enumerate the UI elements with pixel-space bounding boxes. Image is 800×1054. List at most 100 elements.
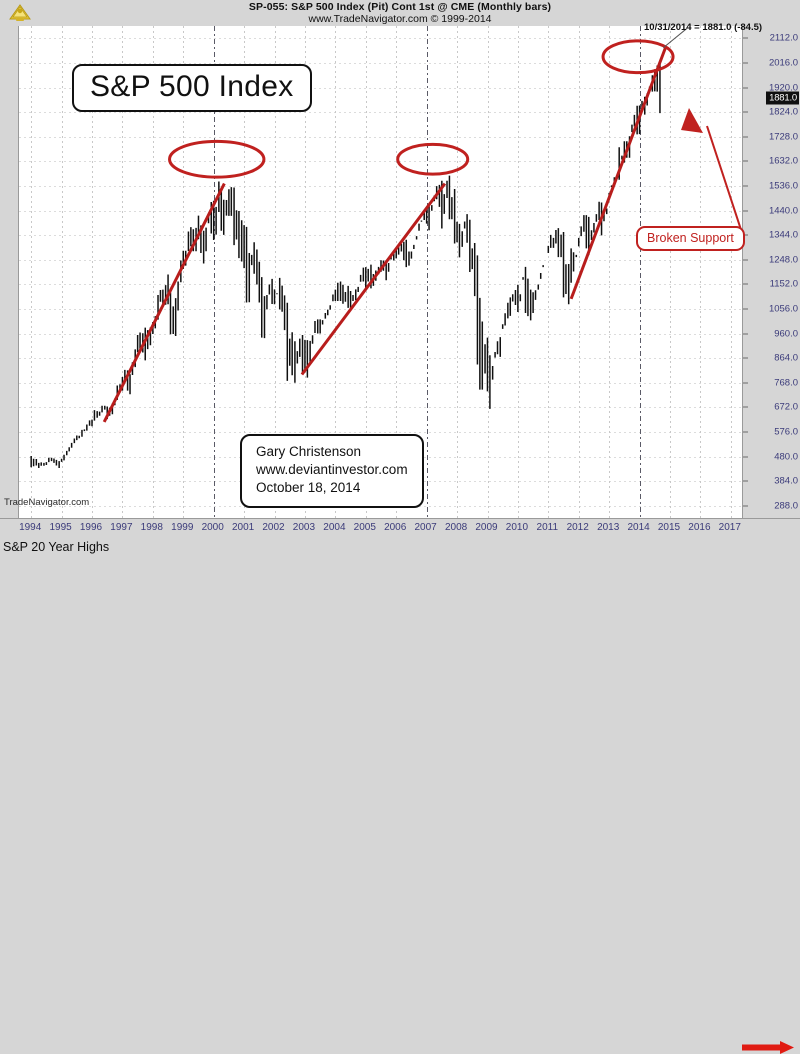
price-tick-mark: [743, 357, 748, 359]
price-tick-label: 384.0: [774, 475, 798, 487]
price-tick-mark: [743, 431, 748, 433]
credit-box: Gary Christenson www.deviantinvestor.com…: [240, 434, 424, 508]
price-tick-label: 864.0: [774, 352, 798, 364]
date-tick-label: 1998: [140, 522, 163, 533]
date-tick-label: 2017: [718, 522, 741, 533]
price-tick-label: 1152.0: [769, 278, 798, 290]
price-tick-label: 1824.0: [768, 106, 798, 118]
date-tick-label: 1994: [19, 522, 42, 533]
horizontal-gridline: [19, 407, 743, 409]
date-tick-label: 2006: [384, 522, 407, 533]
price-tick-label: 672.0: [774, 401, 798, 413]
sextant-logo-icon: [6, 2, 34, 24]
vertical-gridline: [487, 26, 489, 518]
price-tick-mark: [743, 456, 748, 457]
price-tick-mark: [743, 185, 748, 187]
horizontal-gridline: [19, 38, 743, 40]
date-tick-label: 2014: [627, 522, 650, 533]
watermark: TradeNavigator.com: [4, 497, 90, 508]
date-axis[interactable]: 1994 1995 1996 1997 1998 1999 2000 2001 2002 2003…: [0, 518, 800, 1054]
date-tick-label: 2005: [353, 522, 376, 533]
date-tick-label: 2009: [475, 522, 498, 533]
vertical-gridline: [670, 26, 671, 518]
credit-date: October 18, 2014: [256, 480, 361, 496]
price-tick-mark: [743, 62, 748, 64]
date-tick-label: 2000: [201, 522, 224, 533]
header-subtitle: www.TradeNavigator.com © 1999-2014: [308, 13, 492, 25]
date-tick-label: 1995: [49, 522, 72, 533]
date-tick-label: 2004: [323, 522, 346, 533]
date-tick-label: 2001: [231, 522, 255, 533]
price-tick-label: 768.0: [774, 377, 798, 389]
price-tick-mark: [743, 505, 748, 507]
price-tick-label: 1728.0: [768, 131, 798, 143]
horizontal-gridline: [19, 112, 743, 114]
chart-header: SP-055: S&P 500 Index (Pit) Cont 1st @ C…: [0, 0, 800, 26]
date-tick-label: 2003: [292, 522, 316, 533]
price-tick-label: 480.0: [774, 451, 798, 462]
date-tick-label: 2011: [536, 522, 559, 533]
horizontal-gridline: [19, 259, 743, 261]
horizontal-gridline: [19, 161, 743, 163]
broken-support-label: Broken Support: [636, 226, 745, 251]
price-tick-label: 1440.0: [768, 205, 798, 216]
price-tick-label: 1344.0: [768, 229, 798, 241]
vertical-gridline: [548, 26, 550, 518]
date-tick-label: 1997: [110, 522, 133, 533]
vertical-gridline-major: [639, 26, 641, 518]
price-tick-mark: [743, 283, 748, 285]
price-tick-label: 960.0: [774, 328, 798, 339]
vertical-gridline: [457, 26, 459, 518]
price-tick-mark: [743, 136, 748, 138]
price-tick-mark: [743, 111, 748, 113]
broken-support-arrow-icon: [706, 125, 743, 240]
price-tick-label: 1536.0: [768, 180, 798, 192]
date-tick-label: 2013: [597, 522, 620, 533]
footer-label: S&P 20 Year Highs: [3, 540, 110, 554]
forward-arrow-icon: [742, 1041, 794, 1054]
price-tick-label: 1920.0: [768, 82, 798, 93]
chart-title-box: S&P 500 Index: [72, 64, 312, 112]
price-tick-label: 288.0: [774, 500, 798, 512]
price-tick-mark: [743, 210, 748, 211]
vertical-gridline: [578, 26, 580, 518]
date-tick-label: 2015: [657, 522, 681, 533]
vertical-gridline: [730, 26, 732, 518]
date-tick-label: 2007: [414, 522, 437, 533]
horizontal-gridline: [19, 185, 743, 187]
price-tick-label: 1056.0: [768, 303, 798, 315]
header-title: SP-055: S&P 500 Index (Pit) Cont 1st @ C…: [248, 1, 552, 13]
horizontal-gridline: [19, 382, 743, 384]
highlight-circle-peak-2014: [601, 39, 675, 75]
horizontal-gridline: [19, 210, 743, 212]
date-tick-label: 2002: [262, 522, 285, 533]
price-tick-label: 1632.0: [768, 155, 798, 167]
vertical-gridline: [700, 26, 702, 518]
last-quote-label: 10/31/2014 = 1881.0 (-84.5): [644, 22, 763, 33]
price-axis[interactable]: 2112.0 2016.0 1920.0 1824.0 1728.0 1632.0 1536…: [742, 26, 800, 518]
price-tick-label: 576.0: [774, 426, 798, 438]
date-tick-label: 1996: [79, 522, 103, 533]
price-tick-label: 2016.0: [768, 57, 798, 69]
horizontal-gridline: [19, 308, 743, 310]
footer-bar: S&P 20 Year Highs: [0, 538, 800, 566]
price-tick-label: 2112.0: [769, 32, 798, 44]
horizontal-gridline: [19, 358, 743, 360]
vertical-gridline: [31, 26, 33, 518]
price-tick-mark: [743, 382, 748, 384]
price-tick-mark: [743, 308, 748, 310]
date-tick-label: 2008: [444, 522, 468, 533]
date-tick-label: 2012: [566, 522, 589, 533]
trendline-support-2011-2014: [569, 47, 667, 300]
horizontal-gridline: [19, 431, 743, 433]
trendline-support-2002-2007: [300, 182, 447, 376]
date-tick-label: 2010: [505, 522, 529, 533]
last-price-badge: 1881.0: [766, 91, 799, 104]
price-tick-mark: [743, 259, 748, 261]
credit-author: Gary Christenson: [256, 444, 362, 459]
credit-website: www.deviantinvestor.com: [256, 462, 408, 478]
horizontal-gridline: [19, 333, 743, 335]
price-tick-mark: [743, 234, 748, 236]
price-tick-mark: [743, 160, 748, 162]
